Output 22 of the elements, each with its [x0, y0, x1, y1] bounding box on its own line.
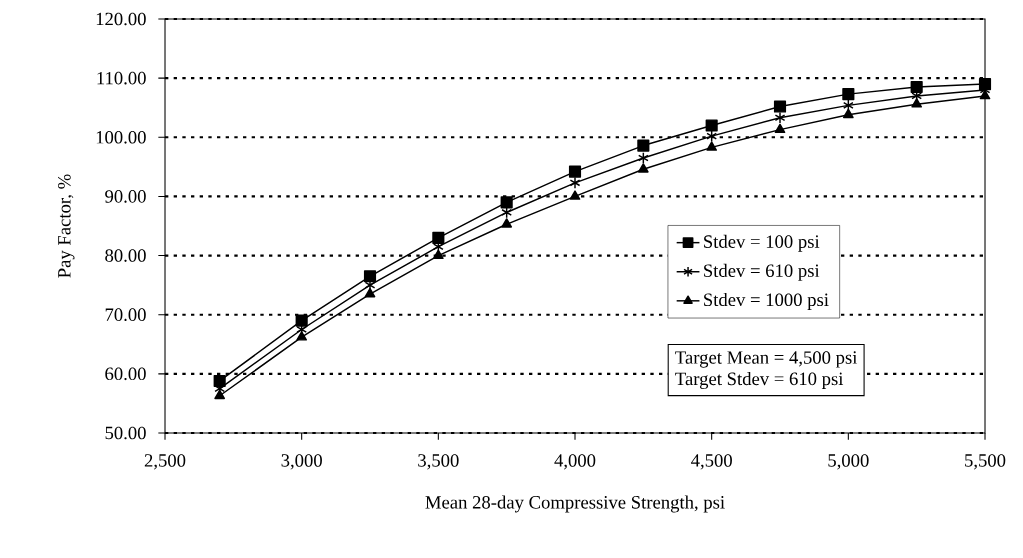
annotation: Target Stdev = 610 psi	[675, 371, 844, 389]
x-tick-label: 2,500	[144, 454, 186, 470]
x-tick-label: 3,500	[418, 454, 459, 470]
annotation: Target Mean = 4,500 psi	[675, 351, 858, 368]
legend-label: Stdev = 100 psi	[704, 234, 820, 252]
y-tick-label: 80.00	[105, 249, 146, 262]
y-tick-label: 50.00	[105, 426, 146, 440]
legend-label: Stdev = 610 psi	[704, 263, 820, 281]
x-tick-label: 4,500	[691, 454, 732, 470]
x-tick-label: 4,000	[554, 454, 596, 470]
x-tick-label: 5,000	[828, 454, 869, 470]
y-tick-label: 100.00	[96, 130, 146, 144]
y-tick-label: 60.00	[105, 367, 146, 381]
x-axis-title: Mean 28-day Compressive Strength, psi	[425, 495, 725, 513]
legend-label: Stdev = 1000 psi	[704, 292, 829, 310]
y-axis-title: Pay Factor, %	[58, 174, 75, 278]
x-tick-label: 5,500	[965, 454, 1006, 470]
y-tick-label: 110.00	[97, 71, 146, 85]
y-tick-label: 120.00	[96, 12, 146, 26]
y-tick-label: 90.00	[105, 190, 146, 203]
x-tick-label: 3,000	[281, 454, 322, 470]
y-tick-label: 70.00	[105, 308, 146, 322]
